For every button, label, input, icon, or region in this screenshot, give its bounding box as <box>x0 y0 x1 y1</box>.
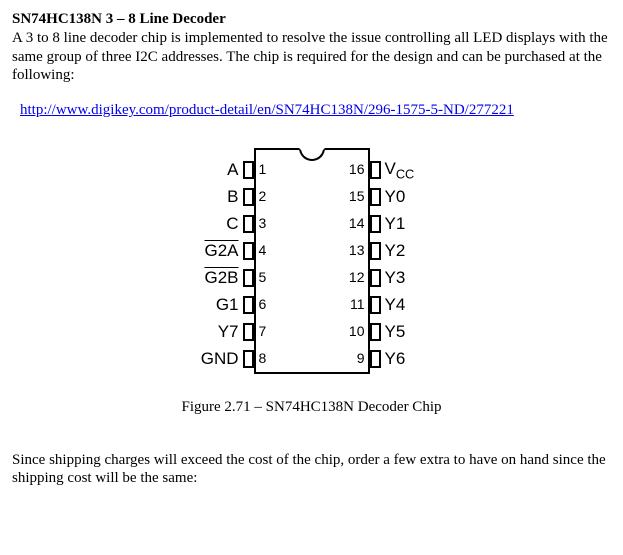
pin-label-left: Y7 <box>177 321 243 342</box>
pin-number-right: 14 <box>325 215 370 233</box>
outro-paragraph: Since shipping charges will exceed the c… <box>12 451 611 489</box>
pin-icon <box>243 323 254 341</box>
pin-number-left: 3 <box>254 215 299 233</box>
pin-number-right: 9 <box>325 350 370 368</box>
pin-label-left: B <box>177 186 243 207</box>
pin-label-right: VCC <box>381 158 447 182</box>
pin-label-right: Y1 <box>381 213 447 234</box>
pin-icon <box>370 323 381 341</box>
pin-number-right: 15 <box>325 188 370 206</box>
pin-label-left: G2B <box>177 267 243 288</box>
pin-label-right: Y2 <box>381 240 447 261</box>
pin-number-left: 4 <box>254 242 299 260</box>
pin-icon <box>243 296 254 314</box>
pin-row: G2B 5 12 Y3 <box>177 264 447 292</box>
pin-number-left: 1 <box>254 161 299 179</box>
pin-row: Y7 7 10 Y5 <box>177 318 447 346</box>
pin-icon <box>243 188 254 206</box>
pin-number-right: 10 <box>325 323 370 341</box>
section-heading: SN74HC138N 3 – 8 Line Decoder <box>12 10 611 29</box>
pin-label-right: Y3 <box>381 267 447 288</box>
pin-row: GND 8 9 Y6 <box>177 345 447 373</box>
pin-label-left: G2A <box>177 240 243 261</box>
pin-icon <box>243 350 254 368</box>
pin-label-right: Y6 <box>381 348 447 369</box>
pin-row: B2 15 Y0 <box>177 183 447 211</box>
pin-number-left: 2 <box>254 188 299 206</box>
pin-number-right: 13 <box>325 242 370 260</box>
pin-icon <box>370 350 381 368</box>
pin-icon <box>370 215 381 233</box>
pin-number-right: 11 <box>325 296 370 314</box>
pin-icon <box>243 161 254 179</box>
pin-icon <box>243 269 254 287</box>
pin-number-right: 16 <box>325 161 370 179</box>
pin-icon <box>243 242 254 260</box>
pin-number-right: 12 <box>325 269 370 287</box>
product-link[interactable]: http://www.digikey.com/product-detail/en… <box>20 101 514 120</box>
pin-label-left: G1 <box>177 294 243 315</box>
pin-icon <box>243 215 254 233</box>
pin-icon <box>370 269 381 287</box>
pin-number-left: 8 <box>254 350 299 368</box>
pin-row: G2A 4 13 Y2 <box>177 237 447 265</box>
pin-label-right: Y5 <box>381 321 447 342</box>
figure-caption: Figure 2.71 – SN74HC138N Decoder Chip <box>12 392 611 417</box>
pin-number-left: 7 <box>254 323 299 341</box>
pin-row: G1 6 11 Y4 <box>177 291 447 319</box>
pin-icon <box>370 161 381 179</box>
pin-label-right: Y0 <box>381 186 447 207</box>
pin-number-left: 6 <box>254 296 299 314</box>
pin-label-left: GND <box>177 348 243 369</box>
pin-icon <box>370 242 381 260</box>
pin-label-left: C <box>177 213 243 234</box>
pin-label-right: Y4 <box>381 294 447 315</box>
intro-paragraph: A 3 to 8 line decoder chip is implemente… <box>12 29 611 85</box>
pin-row: A1 16 VCC <box>177 156 447 184</box>
pin-icon <box>370 296 381 314</box>
pin-number-left: 5 <box>254 269 299 287</box>
pin-icon <box>370 188 381 206</box>
pin-label-left: A <box>177 159 243 180</box>
pin-row: C3 14 Y1 <box>177 210 447 238</box>
